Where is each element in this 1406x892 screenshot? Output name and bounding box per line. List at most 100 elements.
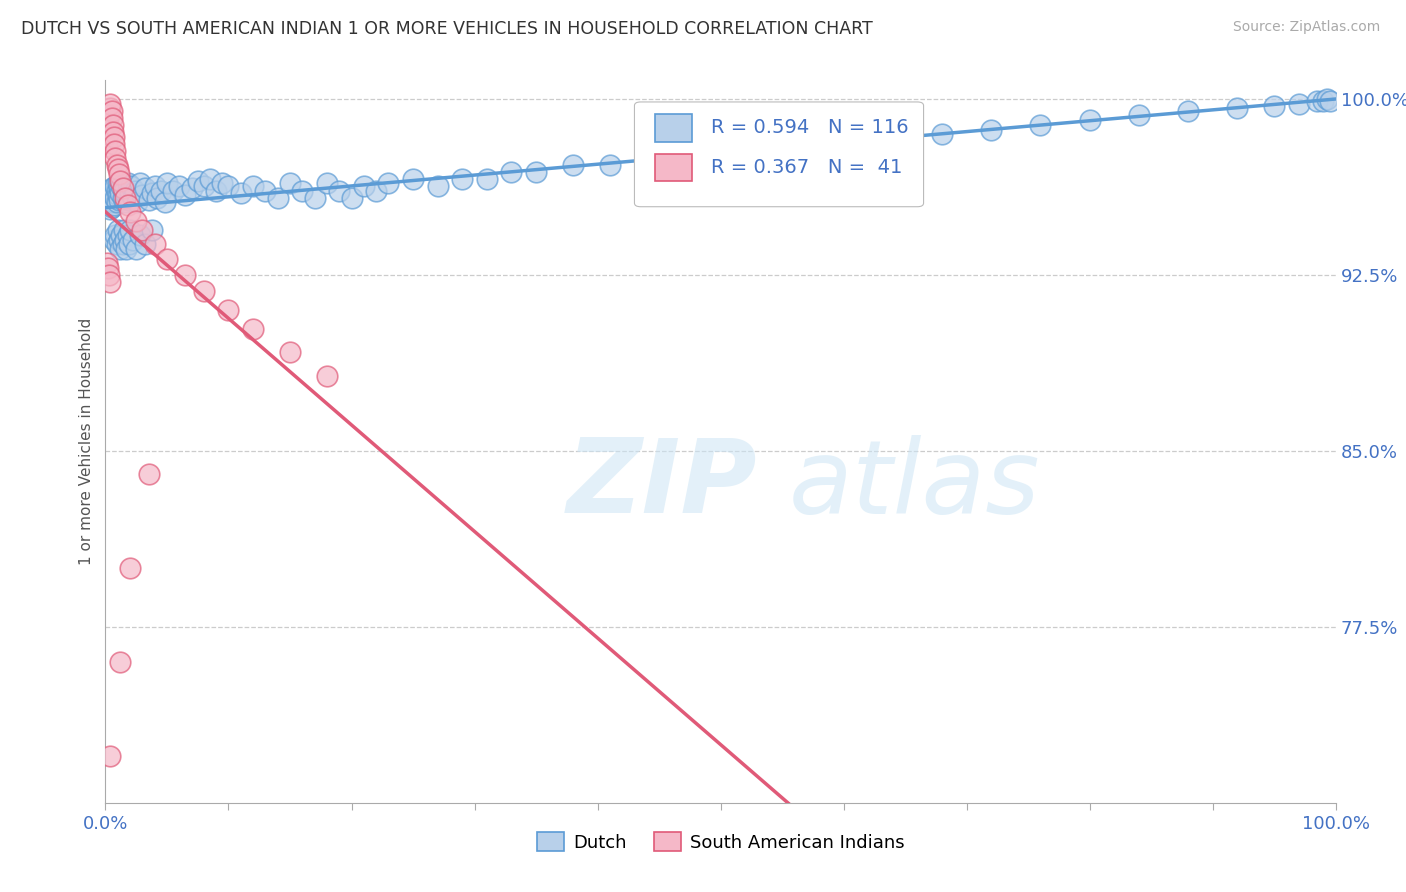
Point	[100, 103, 122, 118]
Point	[291, 184, 314, 198]
Point	[138, 193, 160, 207]
Point	[1316, 92, 1339, 106]
Point	[931, 127, 953, 141]
Point	[242, 322, 264, 336]
Point	[832, 134, 855, 148]
Point	[107, 223, 129, 237]
Point	[100, 200, 122, 214]
Point	[501, 165, 523, 179]
Point	[121, 233, 143, 247]
Point	[120, 178, 142, 193]
Point	[98, 268, 121, 282]
Point	[127, 195, 149, 210]
Point	[451, 171, 474, 186]
Point	[134, 237, 156, 252]
Point	[134, 181, 156, 195]
Point	[141, 223, 163, 237]
Point	[169, 178, 191, 193]
Point	[98, 102, 122, 116]
Point	[120, 204, 141, 219]
Point	[882, 129, 904, 144]
Point	[121, 190, 143, 204]
Point	[108, 193, 131, 207]
Point	[105, 237, 128, 252]
Point	[426, 178, 449, 193]
Point	[112, 184, 135, 198]
Point	[98, 275, 122, 289]
Point	[98, 108, 121, 122]
Point	[101, 195, 124, 210]
Point	[110, 228, 132, 243]
Point	[205, 184, 228, 198]
Point	[103, 129, 125, 144]
Point	[328, 184, 350, 198]
Point	[1177, 103, 1199, 118]
Point	[104, 144, 127, 158]
Point	[98, 195, 121, 210]
Point	[218, 303, 240, 318]
Point	[115, 242, 138, 256]
Point	[267, 190, 290, 204]
Point	[1226, 102, 1249, 116]
Point	[131, 188, 153, 202]
Point	[278, 345, 301, 359]
Point	[97, 127, 120, 141]
Point	[103, 136, 125, 151]
Point	[97, 115, 120, 129]
Point	[96, 190, 118, 204]
Point	[143, 178, 166, 193]
Point	[156, 252, 179, 266]
Point	[672, 151, 695, 165]
Point	[340, 190, 363, 204]
Point	[193, 285, 215, 299]
Point	[125, 242, 148, 256]
Point	[103, 186, 125, 200]
Point	[98, 188, 122, 202]
Point	[315, 177, 337, 191]
Point	[110, 174, 132, 188]
Point	[107, 188, 129, 202]
Point	[98, 748, 122, 763]
Point	[108, 167, 131, 181]
Point	[100, 181, 122, 195]
Point	[1029, 118, 1052, 132]
Point	[101, 118, 124, 132]
Point	[146, 190, 169, 204]
Point	[110, 178, 132, 193]
Bar	[655, 114, 692, 142]
Point	[131, 223, 153, 237]
Point	[114, 233, 136, 247]
Point	[211, 177, 233, 191]
Point	[111, 190, 134, 204]
Point	[636, 151, 658, 165]
Point	[104, 178, 127, 193]
Point	[599, 158, 621, 172]
Point	[366, 184, 388, 198]
Point	[187, 174, 209, 188]
Text: R = 0.594   N = 116: R = 0.594 N = 116	[711, 119, 908, 137]
Point	[377, 177, 399, 191]
Point	[96, 256, 118, 270]
Point	[353, 178, 375, 193]
Point	[107, 162, 129, 177]
Text: DUTCH VS SOUTH AMERICAN INDIAN 1 OR MORE VEHICLES IN HOUSEHOLD CORRELATION CHART: DUTCH VS SOUTH AMERICAN INDIAN 1 OR MORE…	[21, 20, 873, 37]
Text: ZIP: ZIP	[567, 434, 758, 535]
Point	[110, 242, 132, 256]
Point	[315, 368, 337, 383]
Point	[97, 197, 120, 211]
Point	[242, 178, 264, 193]
Point	[138, 467, 160, 482]
Legend: Dutch, South American Indians: Dutch, South American Indians	[530, 825, 911, 859]
Point	[115, 188, 138, 202]
Point	[104, 190, 127, 204]
Point	[475, 171, 498, 186]
Point	[104, 151, 127, 165]
Point	[108, 233, 131, 247]
Point	[402, 171, 425, 186]
Point	[96, 139, 118, 153]
Point	[98, 186, 121, 200]
Point	[149, 184, 172, 198]
Point	[103, 233, 125, 247]
Point	[97, 260, 120, 275]
Point	[101, 184, 124, 198]
